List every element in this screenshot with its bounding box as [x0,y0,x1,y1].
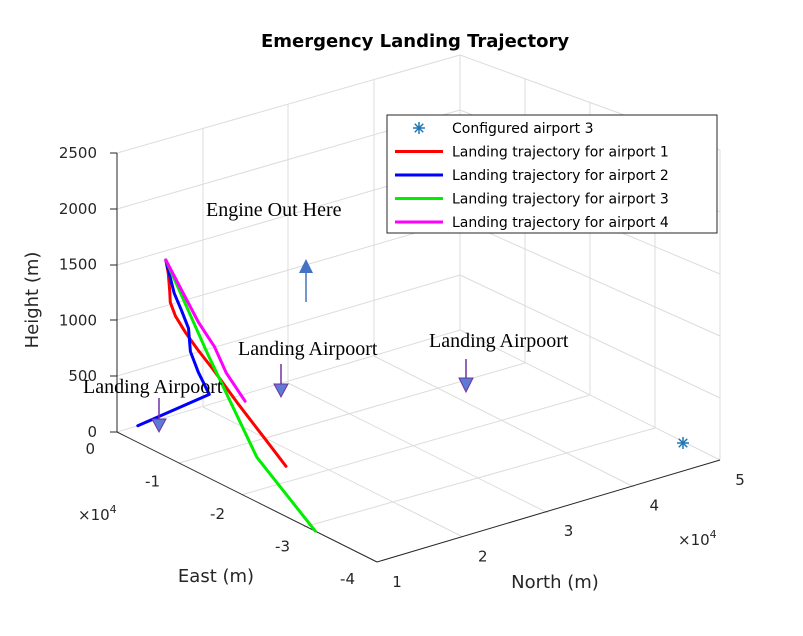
x-axis-multiplier: ×104 [678,528,717,549]
x-axis-label: North (m) [511,572,599,593]
configured-airport-3-marker [677,437,689,449]
grid-lines [116,54,721,538]
y-axis-multiplier: ×104 [78,503,117,524]
chart-title: Emergency Landing Trajectory [261,31,569,52]
legend-entry-0: Configured airport 3 [452,121,593,137]
x-tick-label: 4 [649,497,659,515]
x-tick-label: 1 [392,573,402,591]
z-tick-label: 1000 [59,311,97,329]
annotation-landing-1: Landing Airpoort [83,376,223,398]
legend-entry-3: Landing trajectory for airport 3 [452,192,669,208]
y-tick-label: -4 [340,570,355,588]
y-tick-label: -3 [275,538,290,556]
axes-box [116,153,721,563]
series-group [136,258,317,533]
legend-entry-2: Landing trajectory for airport 2 [452,168,669,184]
asterisk-stroke [678,438,688,448]
series-line-4 [164,258,247,403]
annotation-landing-2: Landing Airpoort [238,338,378,360]
y-tick-labels: 0 -1 -2 -3 -4 [85,440,355,588]
legend-asterisk-icon [414,123,424,133]
annotation-arrows [151,259,474,434]
z-tick-labels: 0 500 1000 1500 2000 2500 [59,144,97,441]
series-line-3 [164,258,317,533]
landing-arrow-icon-2 [273,364,289,399]
engine-out-arrow-icon [299,259,313,302]
z-tick-label: 2500 [59,144,97,162]
y-axis-label: East (m) [178,566,254,587]
annotation-landing-3: Landing Airpoort [429,330,569,352]
legend: Configured airport 3 Landing trajectory f… [386,114,718,234]
annotation-engine-out: Engine Out Here [206,199,342,221]
x-tick-label: 3 [564,522,574,540]
y-tick-label: 0 [85,440,95,458]
legend-entry-1: Landing trajectory for airport 1 [452,145,669,161]
y-tick-label: -2 [210,505,225,523]
z-tick-label: 500 [68,367,97,385]
y-tick-label: -1 [145,473,160,491]
x-tick-label: 5 [735,471,745,489]
series-line-1 [164,258,288,468]
axis-ticks [110,152,117,433]
x-tick-label: 2 [478,548,488,566]
legend-entry-4: Landing trajectory for airport 4 [452,215,669,231]
z-tick-label: 1500 [59,256,97,274]
series-line-2 [136,258,211,428]
z-axis-label: Height (m) [22,252,43,349]
x-tick-labels: 1 2 3 4 5 [392,471,745,591]
landing-arrow-icon-3 [458,359,474,394]
z-tick-label: 2000 [59,200,97,218]
z-tick-label: 0 [87,423,97,441]
landing-arrow-icon-1 [151,398,167,434]
